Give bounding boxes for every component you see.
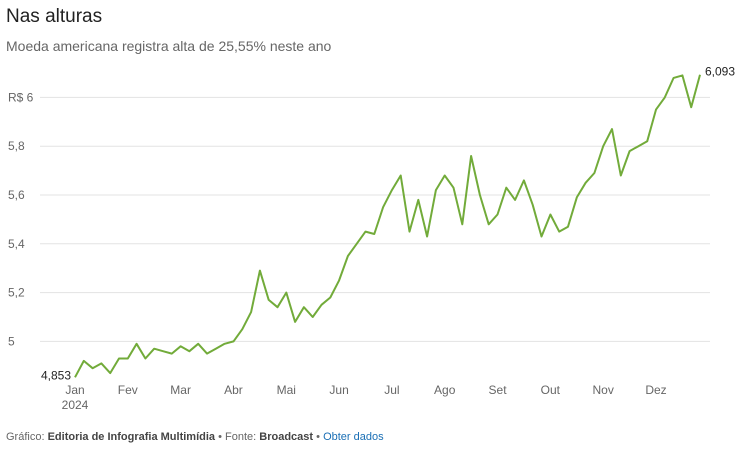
separator: • — [316, 431, 320, 443]
x-tick-label: Ago — [434, 383, 456, 397]
x-tick-label: Jun — [329, 383, 348, 397]
x-tick-label: Nov — [592, 383, 613, 397]
source-label: Fonte: — [225, 431, 257, 443]
value-label: 6,093 — [705, 65, 735, 79]
source: Broadcast — [259, 431, 314, 443]
chart-subtitle: Moeda americana registra alta de 25,55% … — [6, 38, 332, 54]
separator: • — [218, 431, 222, 443]
x-sublabel: 2024 — [62, 398, 89, 412]
y-tick-label: 5,6 — [8, 188, 25, 202]
x-tick-label: Fev — [118, 383, 138, 397]
line — [74, 74, 701, 378]
x-tick-label: Jan — [65, 383, 84, 397]
footer: Gráfico: Editoria de Infografia Multimíd… — [6, 431, 384, 443]
data-link[interactable]: Obter dados — [323, 431, 384, 443]
y-tick-label: 5 — [8, 334, 15, 348]
x-tick-label: Abr — [224, 383, 243, 397]
chart-title: Nas alturas — [6, 6, 102, 27]
x-tick-label: Out — [541, 383, 561, 397]
x-tick-label: Mar — [170, 383, 191, 397]
credit: Editoria de Infografia Multimídia — [47, 431, 216, 443]
y-tick-label: 5,2 — [8, 286, 25, 300]
x-tick-label: Dez — [645, 383, 666, 397]
y-tick-label: R$ 6 — [8, 90, 34, 104]
chart: Nas alturas Moeda americana registra alt… — [6, 6, 735, 412]
y-tick-label: 5,8 — [8, 139, 25, 153]
x-tick-label: Mai — [277, 383, 296, 397]
y-tick-label: 5,4 — [8, 237, 25, 251]
credit-label: Gráfico: — [6, 431, 45, 443]
x-tick-label: Set — [489, 383, 508, 397]
x-tick-label: Jul — [384, 383, 399, 397]
value-label: 4,853 — [41, 368, 71, 382]
